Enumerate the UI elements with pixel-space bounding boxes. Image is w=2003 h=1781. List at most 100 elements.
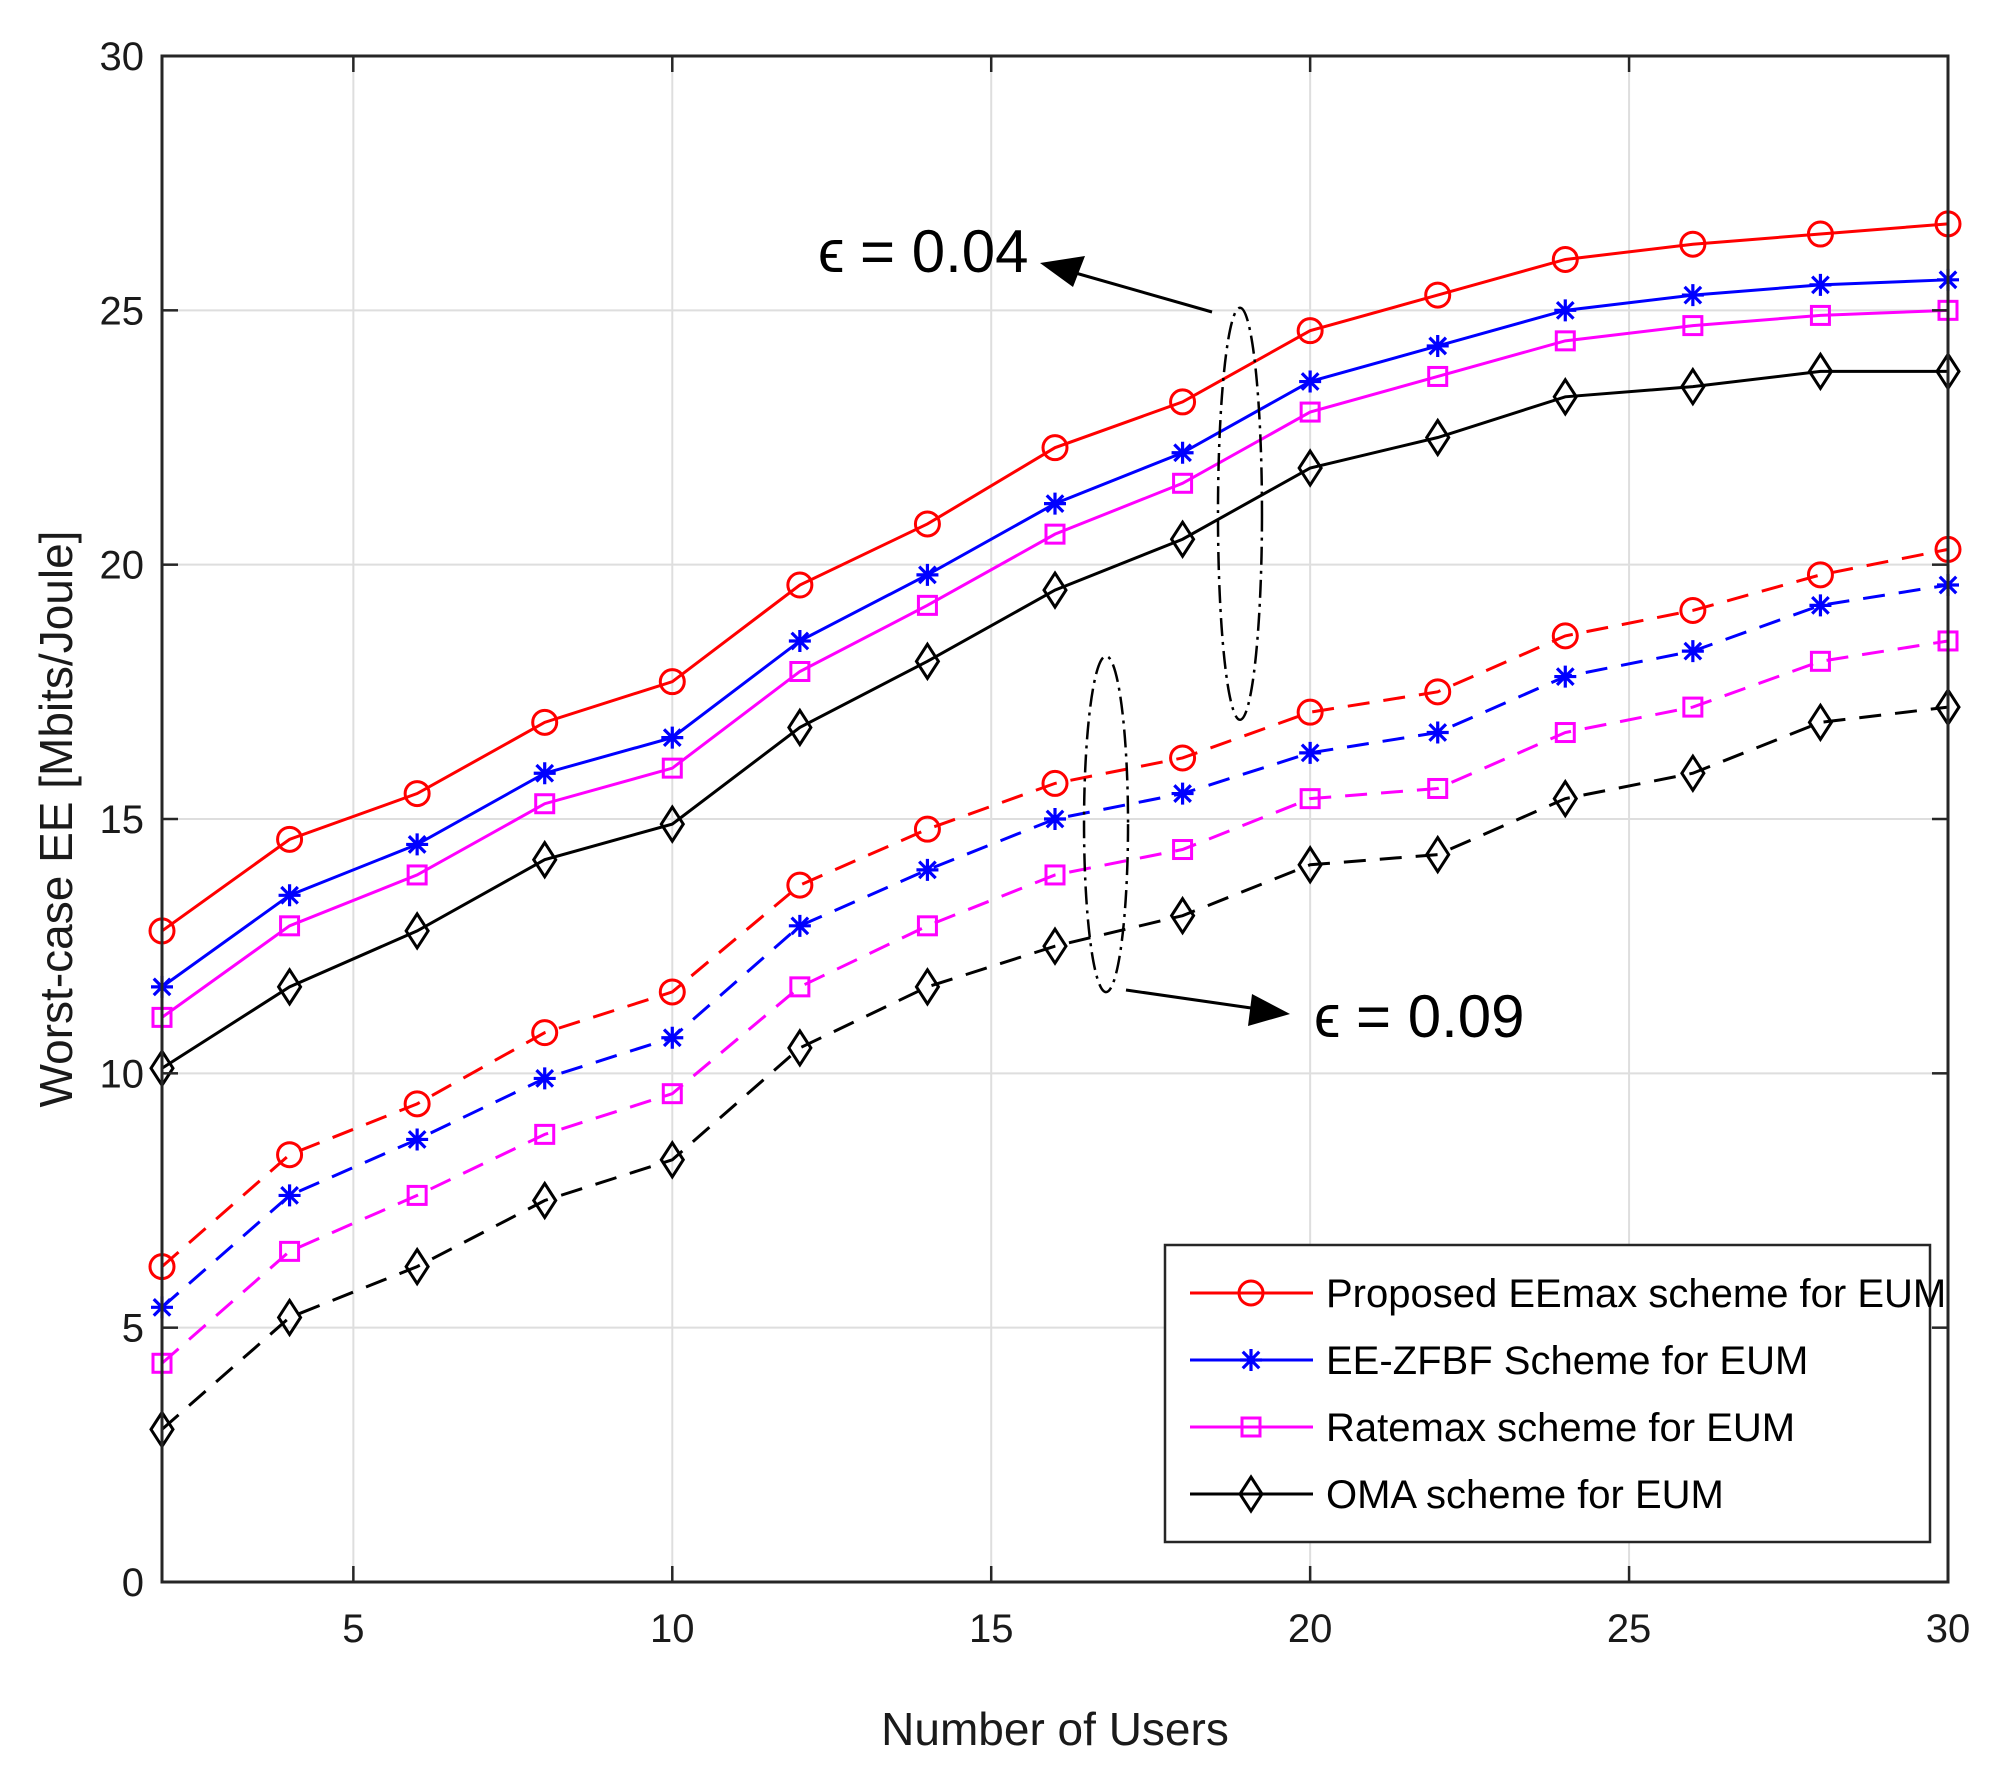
data-point — [1296, 698, 1324, 726]
series-line — [161, 547, 1949, 1268]
data-point — [1299, 401, 1321, 423]
series-square-eps-0.09 — [151, 630, 1959, 1374]
data-point — [786, 871, 814, 899]
y-tick-label: 30 — [100, 35, 145, 79]
data-point — [1682, 315, 1704, 337]
series-square-eps-0.04 — [151, 299, 1959, 1028]
data-point — [1171, 782, 1194, 805]
data-point — [1807, 702, 1834, 743]
data-point — [1554, 722, 1576, 744]
data-point — [1552, 778, 1579, 819]
series-line — [161, 308, 1949, 1019]
annotation-eps-0.04: = 0.04 — [860, 218, 1029, 285]
data-point — [1809, 304, 1831, 326]
x-tick-label: 10 — [650, 1607, 695, 1651]
legend-marker — [1240, 1349, 1262, 1371]
x-tick-label: 30 — [1926, 1607, 1971, 1651]
legend-items: Proposed EEmax scheme for EUM EE-ZFBF Sch… — [1190, 1272, 1946, 1517]
data-point — [534, 1123, 556, 1145]
data-point — [1424, 834, 1451, 875]
data-point — [661, 726, 684, 749]
series-circle-eps-0.09 — [148, 535, 1962, 1281]
data-point — [1427, 777, 1449, 799]
data-point — [1044, 864, 1066, 886]
data-point — [1426, 721, 1449, 744]
data-point — [916, 563, 939, 586]
legend-label: EE-ZFBF Scheme for EUM — [1326, 1339, 1808, 1383]
legend: Proposed EEmax scheme for EUM EE-ZFBF Sch… — [1163, 1243, 1946, 1544]
data-point — [659, 1140, 686, 1180]
series-line — [161, 369, 1948, 1070]
data-point — [658, 668, 686, 696]
data-point — [1552, 377, 1579, 417]
data-point — [1554, 665, 1577, 688]
legend-item: OMA scheme for EUM — [1190, 1473, 1724, 1517]
ellipse-annotation-eps-0.09 — [1082, 654, 1130, 994]
data-point — [916, 915, 938, 937]
legend-label: OMA scheme for EUM — [1326, 1473, 1724, 1517]
data-point — [1044, 523, 1066, 545]
data-point — [1680, 753, 1706, 793]
data-point — [1044, 808, 1066, 830]
data-point — [1809, 594, 1832, 617]
data-point — [1169, 895, 1196, 936]
series-line — [161, 639, 1949, 1365]
tick-labels: 5 10 15 20 25 30 0 5 10 15 20 25 30 — [100, 35, 1971, 1651]
series-diamond-eps-0.09 — [149, 687, 1961, 1450]
epsilon-symbol-0.09: ϵ — [1314, 983, 1341, 1050]
x-tick-label: 20 — [1288, 1607, 1333, 1651]
y-tick-label: 10 — [100, 1052, 145, 1096]
data-point — [1169, 388, 1197, 416]
legend-item: Ratemax scheme for EUM — [1190, 1406, 1795, 1450]
data-point — [403, 780, 431, 808]
data-point — [914, 641, 941, 682]
data-point — [1297, 845, 1323, 885]
data-point — [404, 911, 430, 951]
data-point — [1299, 741, 1322, 764]
data-point — [404, 1246, 430, 1287]
data-point — [531, 708, 559, 736]
data-point — [1296, 317, 1324, 345]
data-point — [1681, 640, 1704, 663]
y-tick-label: 20 — [100, 544, 145, 588]
data-point — [531, 1180, 558, 1221]
data-point — [789, 660, 811, 682]
data-point — [1169, 744, 1197, 772]
data-point — [533, 1067, 556, 1090]
data-point — [1551, 245, 1579, 273]
legend-marker — [1238, 1474, 1264, 1514]
data-point — [1044, 492, 1066, 515]
data-point — [1041, 769, 1069, 797]
legend-item: EE-ZFBF Scheme for EUM — [1190, 1339, 1808, 1383]
data-point — [1299, 370, 1322, 393]
x-tick-label: 15 — [969, 1607, 1014, 1651]
x-tick-label: 5 — [342, 1607, 364, 1651]
epsilon-symbol-0.04: ϵ — [818, 218, 845, 285]
data-point — [1809, 650, 1831, 672]
data-point — [1551, 622, 1579, 650]
data-point — [531, 1019, 559, 1047]
data-point — [1299, 788, 1321, 810]
data-point — [278, 1184, 301, 1207]
data-point — [1807, 351, 1834, 392]
data-point — [406, 1128, 429, 1151]
arrow-head-eps-0.04 — [1040, 256, 1085, 287]
annotation-eps-0.09: = 0.09 — [1356, 983, 1525, 1050]
data-point — [1806, 220, 1834, 248]
data-point — [276, 1141, 304, 1169]
data-point — [1426, 334, 1449, 357]
legend-marker — [1237, 1279, 1265, 1307]
x-tick-label: 25 — [1607, 1607, 1652, 1651]
data-point — [661, 1026, 684, 1049]
data-point — [787, 707, 813, 748]
data-point — [1172, 472, 1194, 494]
data-point — [406, 833, 429, 856]
data-point — [276, 967, 303, 1007]
data-point — [1424, 281, 1452, 309]
y-axis-label: Worst-case EE [Mbits/Joule] — [30, 531, 82, 1108]
data-point — [1680, 366, 1706, 407]
series-line — [161, 705, 1949, 1431]
data-point — [913, 510, 941, 538]
data-point — [913, 815, 941, 843]
